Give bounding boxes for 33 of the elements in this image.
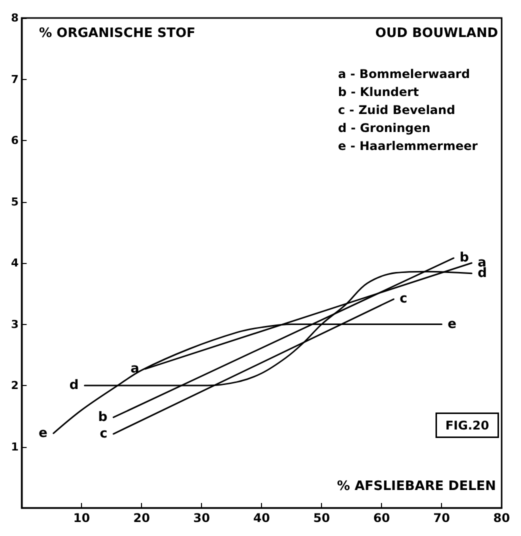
y-tick-label: 1	[11, 440, 19, 454]
annotation: d - Groningen	[338, 121, 430, 135]
annotation: FIG.20	[445, 418, 490, 432]
x-tick-label: 40	[253, 511, 270, 525]
y-tick-label: 3	[11, 318, 19, 331]
series-label: e	[38, 426, 48, 441]
series-label: d	[69, 378, 79, 393]
text: a	[130, 361, 140, 376]
x-tick-label: 50	[313, 511, 330, 525]
series-label: c	[100, 426, 108, 442]
annotation: a - Bommelerwaard	[338, 67, 470, 81]
y-tick-label: 6	[11, 134, 19, 147]
series-label: b	[98, 410, 108, 425]
y-tick-label: 5	[11, 195, 19, 208]
y-tick-label: 8	[11, 12, 19, 24]
x-tick-label: 20	[133, 511, 150, 525]
x-tick-label: 70	[433, 511, 450, 525]
y-tick-label: 4	[11, 256, 19, 270]
y-tick-label: 7	[11, 72, 19, 86]
text: b	[460, 250, 469, 266]
annotation: c - Zuid Beveland	[338, 103, 456, 117]
text: e	[448, 316, 456, 332]
x-tick-label: 10	[73, 511, 90, 525]
text: c	[400, 292, 408, 307]
annotation: e - Haarlemmermeer	[338, 139, 478, 153]
y-axis-title: % ORGANISCHE STOF	[39, 26, 196, 41]
annotation: b - Klundert	[338, 85, 420, 99]
x-tick-label: 30	[193, 511, 210, 525]
x-axis-title: % AFSLIEBARE DELEN	[337, 479, 496, 494]
x-tick-label: 60	[373, 511, 390, 525]
text: OUD BOUWLAND	[375, 26, 498, 41]
x-tick-label: 80	[493, 511, 510, 525]
y-tick-label: 2	[11, 379, 19, 392]
